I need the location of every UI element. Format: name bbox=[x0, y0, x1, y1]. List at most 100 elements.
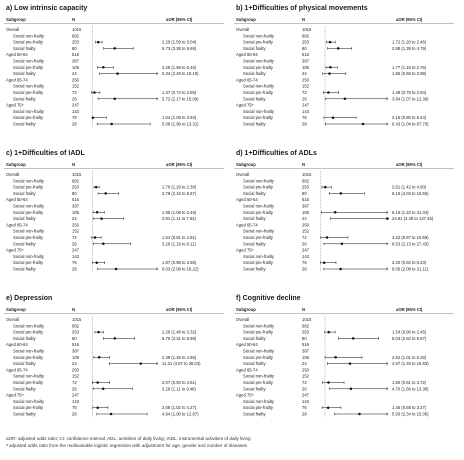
point-estimate bbox=[333, 211, 337, 214]
row-n: 105 bbox=[72, 210, 80, 215]
row-label: Social non-frailty bbox=[243, 254, 275, 259]
row-label: Social frailty bbox=[243, 241, 266, 246]
row-label: Overall bbox=[6, 317, 19, 322]
row-n: 387 bbox=[302, 349, 310, 354]
row-label: Social frailty bbox=[13, 216, 36, 221]
row-label: Social pre-frailty bbox=[13, 40, 44, 45]
row-label: Social frailty bbox=[13, 241, 36, 246]
aor-ci-text: 6.15 (1.22 to 31.04) bbox=[392, 210, 429, 215]
row-n: 28 bbox=[72, 122, 77, 127]
point-estimate bbox=[113, 337, 117, 340]
row-label: Social frailty bbox=[13, 361, 36, 366]
row-label: Aged 50-64 bbox=[236, 342, 258, 347]
point-estimate bbox=[331, 116, 335, 119]
row-n: 26 bbox=[72, 241, 77, 246]
panel-title: a) Low intrinsic capacity bbox=[6, 5, 87, 12]
aor-ci-text: 4.70 (1.66 to 13.38) bbox=[392, 386, 429, 391]
point-estimate bbox=[351, 337, 355, 340]
row-n: 72 bbox=[302, 235, 307, 240]
row-label: Social frailty bbox=[243, 386, 266, 391]
row-label: Aged 75+ bbox=[6, 103, 25, 108]
aor-ci-text: 1.37 (0.74 to 2.55) bbox=[162, 90, 197, 95]
row-label: Social frailty bbox=[243, 71, 266, 76]
row-n: 253 bbox=[302, 185, 310, 190]
point-estimate bbox=[327, 91, 330, 94]
row-n: 28 bbox=[72, 412, 77, 417]
row-n: 24 bbox=[302, 71, 307, 76]
aor-ci-text: 3.22 (0.97 to 10.69) bbox=[392, 235, 429, 240]
point-estimate bbox=[101, 387, 105, 391]
row-label: Social non-frailty bbox=[13, 109, 45, 114]
row-label: Social non-frailty bbox=[13, 84, 45, 89]
row-n: 250 bbox=[302, 77, 310, 82]
aor-ci-text: 1.87 (0.98 to 3.58) bbox=[162, 260, 197, 265]
point-estimate bbox=[109, 412, 113, 416]
footnote-abbreviations: aOR: adjusted odds ratio; CI: confidence… bbox=[6, 436, 251, 441]
row-n: 28 bbox=[302, 122, 307, 127]
aor-ci-text: 6.43 (1.04 to 67.79) bbox=[392, 122, 429, 127]
row-n: 152 bbox=[72, 374, 80, 379]
point-estimate bbox=[327, 330, 331, 334]
row-n: 1015 bbox=[302, 172, 312, 177]
row-n: 26 bbox=[72, 386, 77, 391]
row-n: 152 bbox=[302, 374, 310, 379]
point-estimate bbox=[324, 185, 327, 189]
row-n: 152 bbox=[302, 229, 310, 234]
row-label: Aged 50-64 bbox=[6, 197, 28, 202]
row-label: Social non-frailty bbox=[13, 229, 45, 234]
row-n: 76 bbox=[72, 405, 77, 410]
point-estimate bbox=[329, 66, 332, 69]
aor-ci-text: 8.53 (2.13 to 27.43) bbox=[392, 241, 429, 246]
row-n: 80 bbox=[72, 336, 77, 341]
aor-ci-text: 5.73 (3.38 to 9.69) bbox=[162, 46, 197, 51]
point-estimate bbox=[96, 406, 99, 409]
point-estimate bbox=[327, 381, 330, 384]
aor-ci-text: 2.08 (1.02 to 4.27) bbox=[162, 405, 197, 410]
header-subgroup: Subgroup bbox=[236, 17, 256, 22]
row-label: Social frailty bbox=[243, 412, 266, 417]
row-label: Overall bbox=[6, 27, 19, 32]
point-estimate bbox=[386, 217, 389, 220]
aor-ci-text: 2.07 (0.93 to 4.61) bbox=[162, 380, 197, 385]
row-label: Aged 50-64 bbox=[6, 342, 28, 347]
aor-ci-text: 5.08 (1.96 to 13.31) bbox=[162, 122, 199, 127]
row-label: Social non-frailty bbox=[243, 59, 275, 64]
row-n: 387 bbox=[72, 204, 80, 209]
row-n: 253 bbox=[72, 185, 80, 190]
point-estimate bbox=[336, 47, 340, 50]
row-label: Social pre-frailty bbox=[243, 405, 274, 410]
row-label: Social non-frailty bbox=[243, 33, 275, 38]
row-label: Social frailty bbox=[243, 336, 266, 341]
aor-ci-text: 4.94 (1.90 to 12.67) bbox=[162, 412, 199, 417]
header-aor: aOR (95% CI) bbox=[166, 162, 193, 167]
row-label: Social frailty bbox=[13, 412, 36, 417]
point-estimate bbox=[97, 40, 100, 44]
row-n: 76 bbox=[302, 405, 307, 410]
point-estimate bbox=[348, 362, 352, 365]
row-n: 76 bbox=[72, 260, 77, 265]
row-label: Social non-frailty bbox=[13, 374, 45, 379]
row-label: Social pre-frailty bbox=[243, 355, 274, 360]
ci-arrow bbox=[156, 97, 159, 101]
row-label: Social non-frailty bbox=[13, 349, 45, 354]
row-label: Social pre-frailty bbox=[13, 235, 44, 240]
row-n: 72 bbox=[302, 90, 307, 95]
row-n: 247 bbox=[302, 103, 310, 108]
point-estimate bbox=[91, 116, 95, 119]
point-estimate bbox=[96, 381, 99, 384]
point-estimate bbox=[102, 242, 105, 246]
row-label: Social pre-frailty bbox=[13, 185, 44, 190]
point-estimate bbox=[97, 330, 100, 334]
aor-ci-text: 2.39 (1.25 to 4.65) bbox=[162, 355, 197, 360]
row-n: 682 bbox=[302, 323, 310, 328]
ci-arrow bbox=[156, 267, 159, 271]
row-label: Social non-frailty bbox=[13, 59, 45, 64]
row-n: 682 bbox=[302, 178, 310, 183]
row-label: Aged 75+ bbox=[6, 393, 25, 398]
ci-arrow bbox=[386, 242, 389, 246]
point-estimate bbox=[339, 267, 342, 271]
